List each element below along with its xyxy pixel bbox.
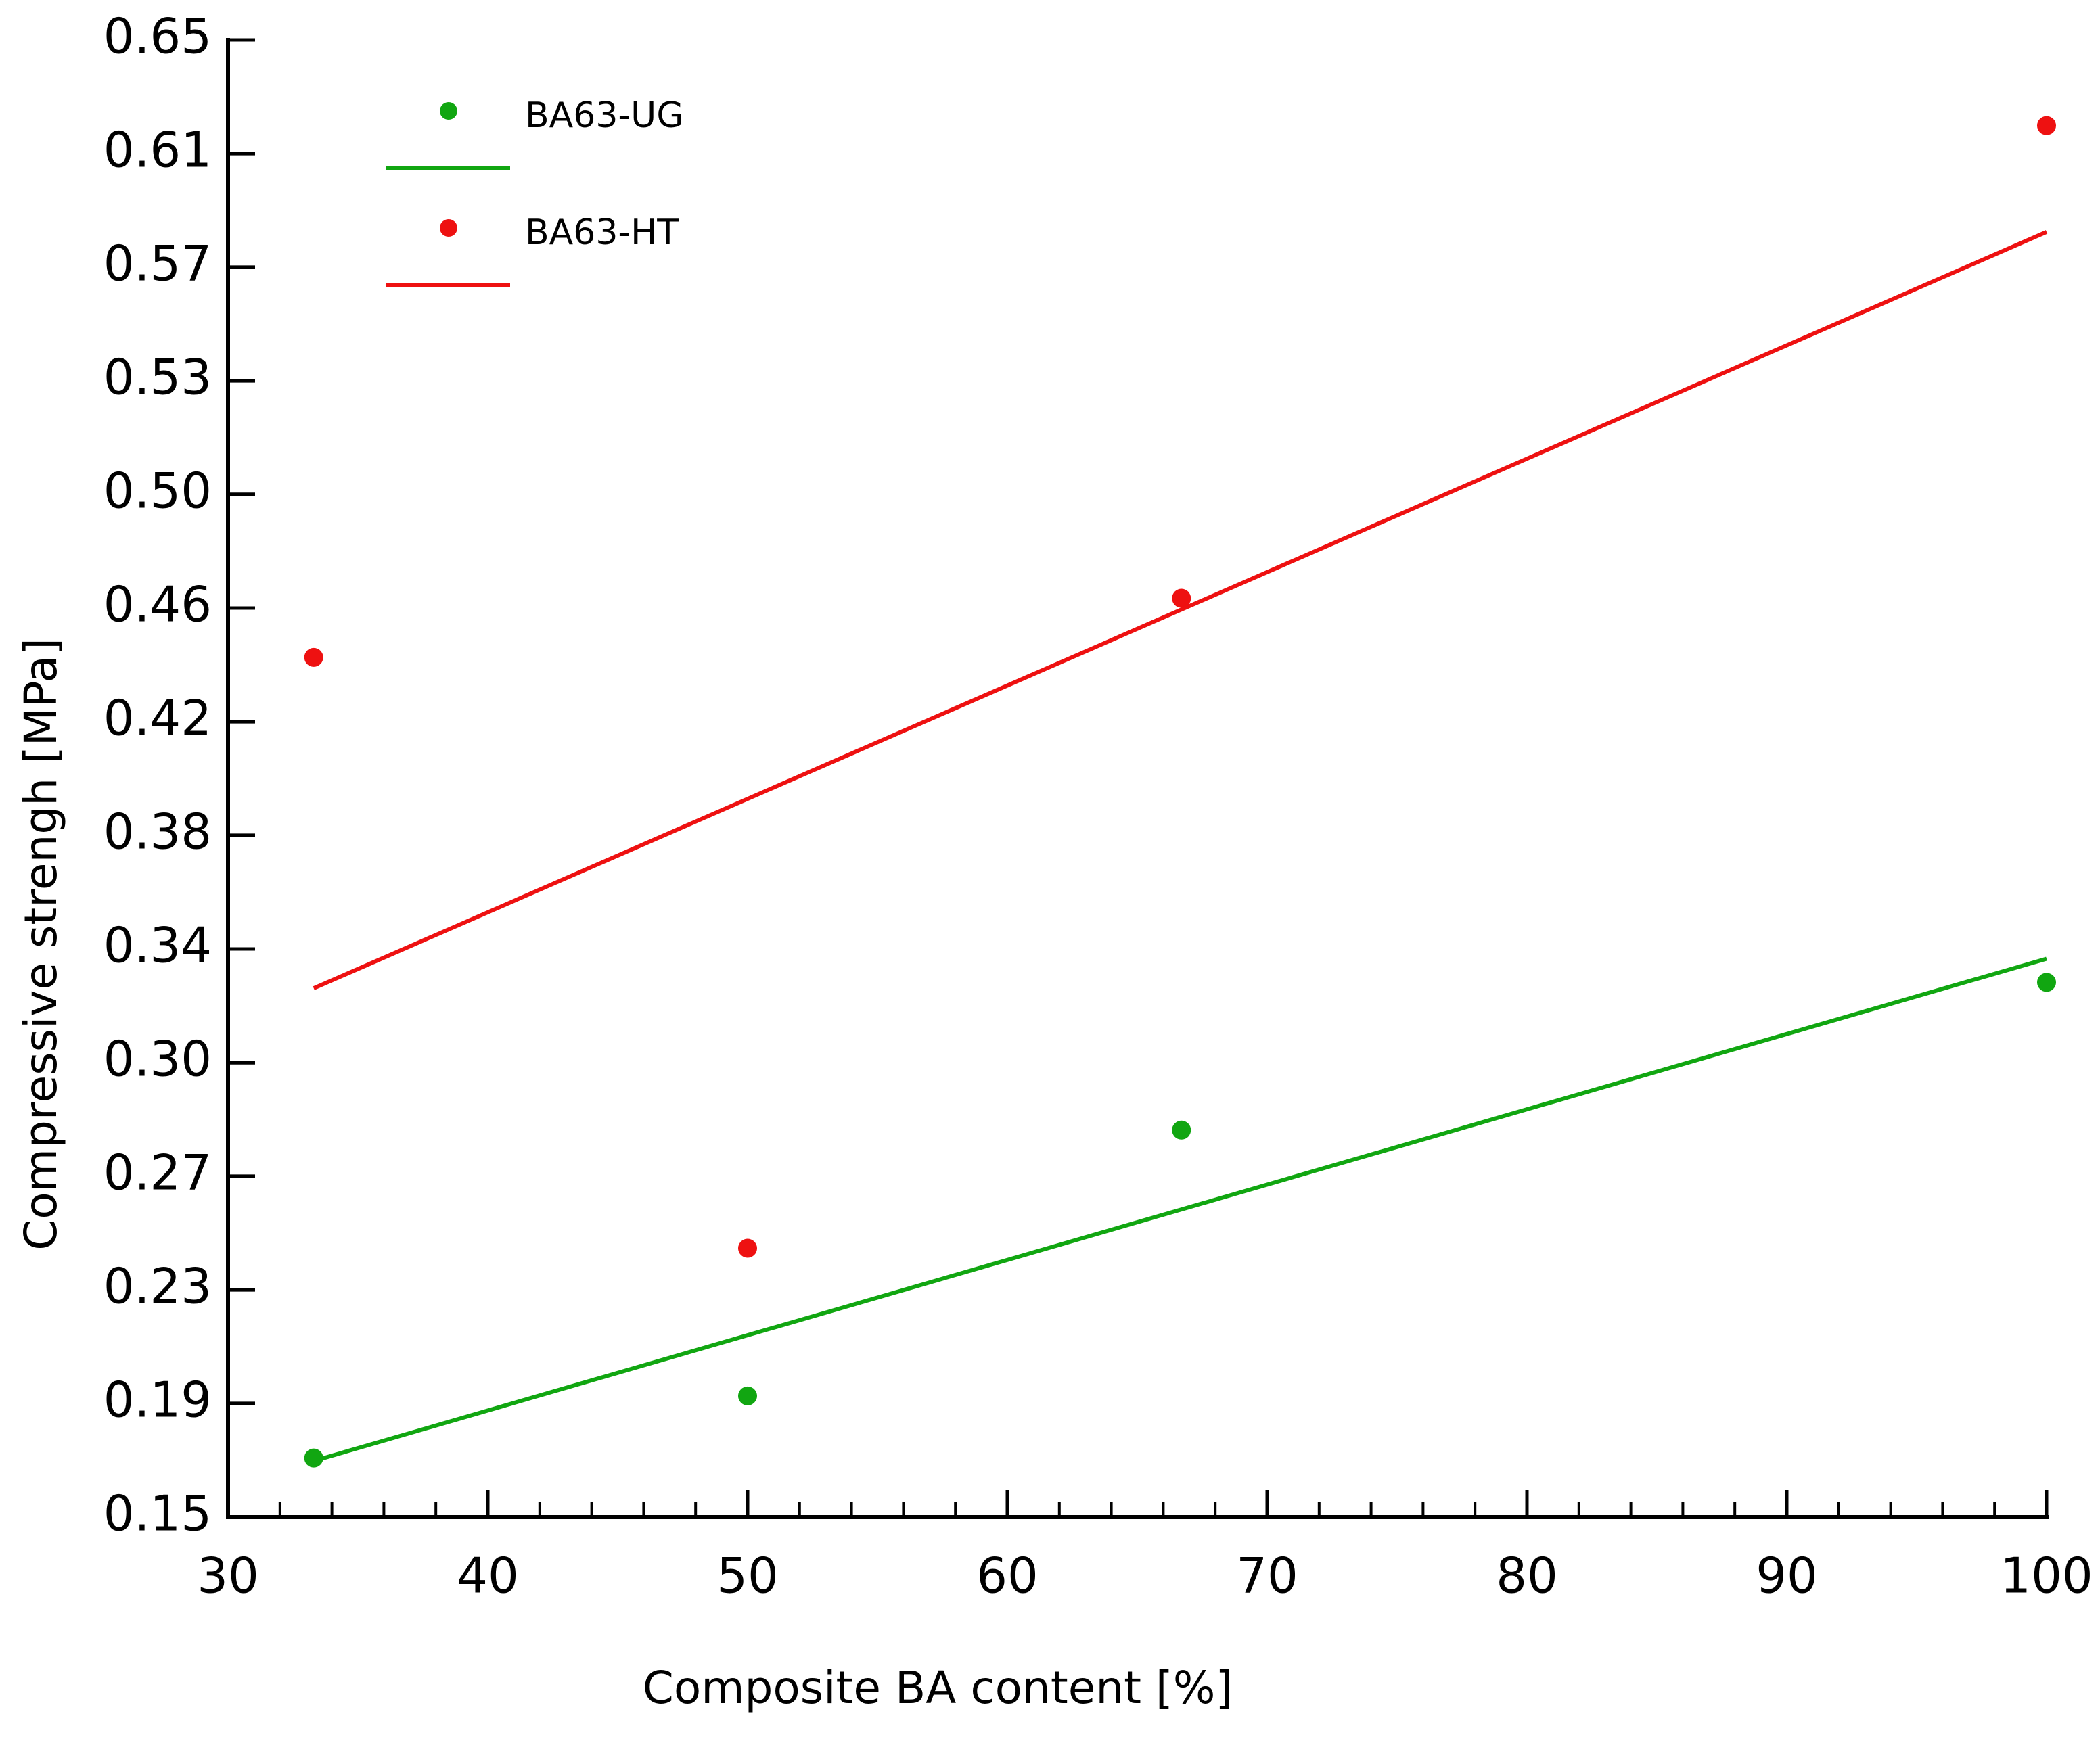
x-tick-label: 50 [716,1548,779,1604]
trend-line [313,956,2047,1463]
point [2037,116,2056,135]
point [304,647,323,667]
y-tick-label: 0.34 [104,917,212,974]
y-tick-label: 0.61 [104,122,212,179]
legend-label: BA63-HT [525,212,679,253]
legend-label: BA63-UG [525,95,684,136]
y-axis-title: Compressive strengh [MPa] [15,638,67,1251]
y-tick-label: 0.46 [104,576,212,632]
y-tick-label: 0.30 [104,1031,212,1088]
point [1172,588,1191,608]
legend-marker [440,219,457,237]
legend-marker [440,102,457,120]
x-tick-label: 60 [976,1548,1038,1604]
y-tick-label: 0.23 [104,1258,212,1315]
y-tick-label: 0.15 [104,1485,212,1542]
x-tick-label: 80 [1496,1548,1558,1604]
y-tick-label: 0.65 [104,8,212,65]
point [1172,1120,1191,1140]
y-tick-label: 0.53 [104,349,212,406]
point [738,1386,757,1405]
x-tick-label: 40 [457,1548,519,1604]
point [2037,973,2056,992]
x-axis-title: Composite BA content [%] [643,1662,1233,1714]
x-tick-label: 70 [1236,1548,1298,1604]
y-tick-label: 0.50 [104,462,212,519]
x-tick-label: 100 [2000,1548,2093,1604]
y-tick-label: 0.19 [104,1371,212,1428]
y-tick-label: 0.38 [104,803,212,860]
point [304,1448,323,1468]
y-tick-label: 0.57 [104,235,212,292]
y-tick-label: 0.27 [104,1144,212,1201]
trend-line [313,230,2048,990]
y-tick-label: 0.42 [104,690,212,747]
point [738,1238,757,1258]
x-tick-label: 30 [197,1548,259,1604]
x-tick-label: 90 [1756,1548,1818,1604]
